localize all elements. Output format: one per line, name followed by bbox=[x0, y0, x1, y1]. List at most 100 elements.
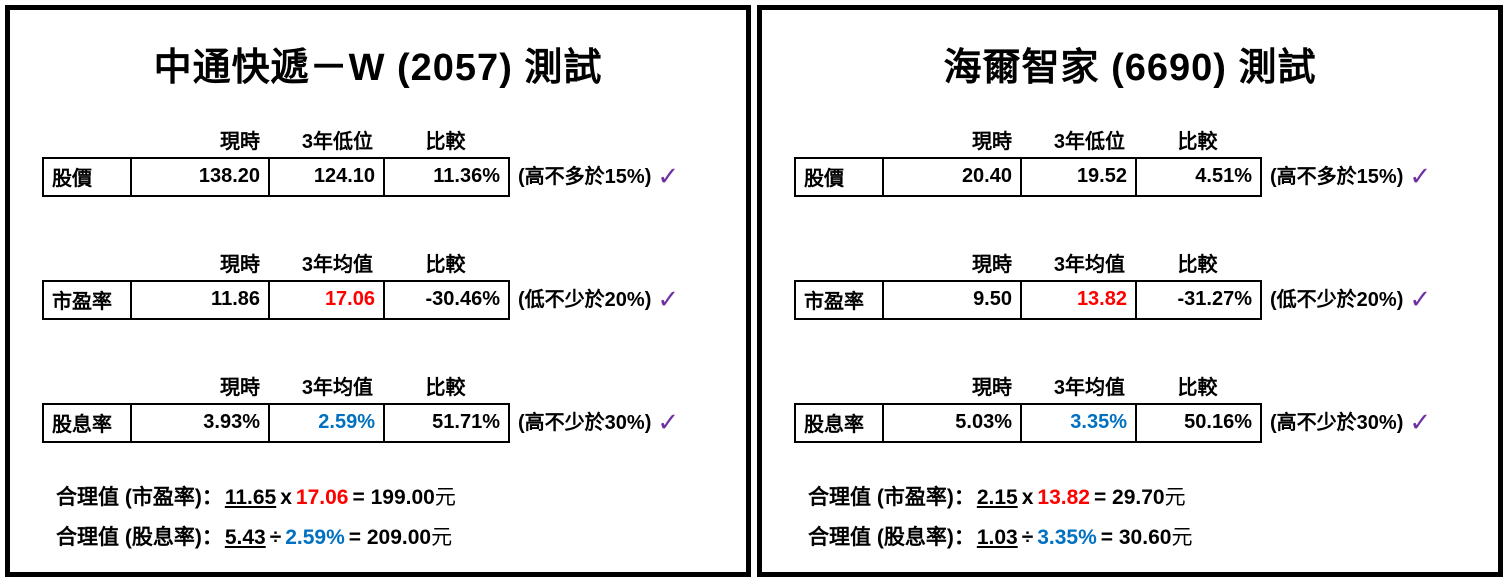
metric-table-block: 現時 3年低位 比較 股價 20.40 19.52 4.51% bbox=[794, 126, 1262, 197]
row-label: 股息率 bbox=[794, 402, 884, 443]
fair-value-label: 合理值 (市盈率)： bbox=[56, 485, 223, 509]
col-header-current: 現時 bbox=[220, 253, 260, 276]
value-compare: 4.51% bbox=[1135, 156, 1262, 197]
metric-table-block: 現時 3年均值 比較 市盈率 11.86 17.06 -30.46% bbox=[42, 249, 510, 320]
fair-value-label: 合理值 (股息率)： bbox=[808, 525, 975, 549]
metrics-table: 股價 20.40 19.52 4.51% bbox=[794, 156, 1262, 197]
criteria-note: (高不少於30%) bbox=[1270, 411, 1404, 434]
fair-value-unit: 元 bbox=[1164, 485, 1186, 509]
checkmark-icon: ✓ bbox=[657, 406, 680, 437]
value-3yr: 17.06 bbox=[268, 279, 385, 320]
fair-value-operand1: 2.15 bbox=[976, 485, 1018, 509]
metrics-table: 股息率 3.93% 2.59% 51.71% bbox=[42, 402, 510, 443]
fair-value-operand1: 5.43 bbox=[224, 525, 266, 549]
column-headers: 現時 3年均值 比較 bbox=[42, 372, 510, 400]
col-header-compare: 比較 bbox=[425, 376, 466, 399]
value-current: 5.03% bbox=[882, 402, 1022, 443]
table-row: 市盈率 11.86 17.06 -30.46% bbox=[42, 279, 510, 320]
column-headers: 現時 3年均值 比較 bbox=[794, 372, 1262, 400]
table-row: 市盈率 9.50 13.82 -31.27% bbox=[794, 279, 1262, 320]
metrics-table: 市盈率 11.86 17.06 -30.46% bbox=[42, 279, 510, 320]
value-current: 138.20 bbox=[130, 156, 270, 197]
fair-value-operator: ÷ bbox=[269, 525, 282, 549]
value-3yr: 3.35% bbox=[1020, 402, 1137, 443]
table-row: 股價 138.20 124.10 11.36% bbox=[42, 156, 510, 197]
metric-section-pe: 現時 3年均值 比較 市盈率 11.86 17.06 -30.46% (低不少於… bbox=[10, 249, 746, 320]
metrics-table: 股息率 5.03% 3.35% 50.16% bbox=[794, 402, 1262, 443]
metric-table-block: 現時 3年均值 比較 股息率 3.93% 2.59% 51.71% bbox=[42, 372, 510, 443]
metric-section-yield: 現時 3年均值 比較 股息率 5.03% 3.35% 50.16% (高不少於3… bbox=[762, 372, 1498, 443]
table-row: 股價 20.40 19.52 4.51% bbox=[794, 156, 1262, 197]
fair-value-result: = 30.60 bbox=[1100, 525, 1172, 549]
metrics-table: 股價 138.20 124.10 11.36% bbox=[42, 156, 510, 197]
value-compare: 11.36% bbox=[383, 156, 510, 197]
fair-value-label: 合理值 (市盈率)： bbox=[808, 485, 975, 509]
fair-value-operator: x bbox=[280, 485, 292, 509]
fair-value-operand2: 17.06 bbox=[295, 485, 349, 509]
col-header-3yr: 3年均值 bbox=[301, 376, 373, 399]
value-3yr: 2.59% bbox=[268, 402, 385, 443]
fair-value-operand2: 13.82 bbox=[1037, 485, 1090, 509]
metric-section-price: 現時 3年低位 比較 股價 20.40 19.52 4.51% (高不多於15%… bbox=[762, 126, 1498, 197]
col-header-compare: 比較 bbox=[1177, 253, 1218, 276]
value-compare: 51.71% bbox=[383, 402, 510, 443]
metric-table-block: 現時 3年均值 比較 股息率 5.03% 3.35% 50.16% bbox=[794, 372, 1262, 443]
col-header-compare: 比較 bbox=[425, 253, 466, 276]
col-header-3yr: 3年均值 bbox=[1053, 253, 1125, 276]
panel-title: 中通快遞－W (2057) 測試 bbox=[153, 47, 603, 89]
value-compare: -30.46% bbox=[383, 279, 510, 320]
checkmark-icon: ✓ bbox=[657, 160, 680, 191]
col-header-current: 現時 bbox=[220, 376, 260, 399]
column-headers: 現時 3年均值 比較 bbox=[794, 249, 1262, 277]
row-label: 市盈率 bbox=[42, 279, 132, 320]
column-headers: 現時 3年均值 比較 bbox=[42, 249, 510, 277]
fair-value-unit: 元 bbox=[431, 525, 453, 549]
col-header-current: 現時 bbox=[220, 130, 260, 153]
fair-value-operator: x bbox=[1021, 485, 1034, 509]
metric-table-block: 現時 3年低位 比較 股價 138.20 124.10 11.36% bbox=[42, 126, 510, 197]
fair-value-operator: ÷ bbox=[1021, 525, 1034, 549]
fair-value-line-pe: 合理值 (市盈率)：2.15 x 13.82 = 29.70元 bbox=[762, 481, 1498, 511]
col-header-current: 現時 bbox=[972, 253, 1012, 276]
metric-section-price: 現時 3年低位 比較 股價 138.20 124.10 11.36% (高不多於… bbox=[10, 126, 746, 197]
fair-value-unit: 元 bbox=[1171, 525, 1193, 549]
fair-value-operand2: 3.35% bbox=[1037, 525, 1097, 549]
table-row: 股息率 5.03% 3.35% 50.16% bbox=[794, 402, 1262, 443]
metric-section-pe: 現時 3年均值 比較 市盈率 9.50 13.82 -31.27% (低不少於2… bbox=[762, 249, 1498, 320]
criteria-note: (低不少於20%) bbox=[1270, 288, 1404, 311]
col-header-3yr: 3年低位 bbox=[1053, 130, 1125, 153]
value-compare: 50.16% bbox=[1135, 402, 1262, 443]
metric-section-yield: 現時 3年均值 比較 股息率 3.93% 2.59% 51.71% (高不少於3… bbox=[10, 372, 746, 443]
value-3yr: 124.10 bbox=[268, 156, 385, 197]
metrics-table: 市盈率 9.50 13.82 -31.27% bbox=[794, 279, 1262, 320]
criteria-note: (高不少於30%) bbox=[518, 411, 652, 434]
fair-value-line-yield: 合理值 (股息率)：5.43 ÷ 2.59% = 209.00元 bbox=[10, 521, 746, 551]
criteria-note: (低不少於20%) bbox=[518, 288, 652, 311]
column-headers: 現時 3年低位 比較 bbox=[794, 126, 1262, 154]
value-compare: -31.27% bbox=[1135, 279, 1262, 320]
column-headers: 現時 3年低位 比較 bbox=[42, 126, 510, 154]
value-current: 9.50 bbox=[882, 279, 1022, 320]
row-label: 股息率 bbox=[42, 402, 132, 443]
value-3yr: 13.82 bbox=[1020, 279, 1137, 320]
checkmark-icon: ✓ bbox=[1409, 283, 1432, 314]
col-header-current: 現時 bbox=[972, 130, 1012, 153]
fair-value-operand1: 1.03 bbox=[976, 525, 1018, 549]
fair-value-operand2: 2.59% bbox=[285, 525, 345, 549]
fair-value-result: = 199.00 bbox=[352, 485, 435, 509]
checkmark-icon: ✓ bbox=[1409, 406, 1432, 437]
col-header-3yr: 3年低位 bbox=[301, 130, 373, 153]
fair-value-operand1: 11.65 bbox=[224, 485, 277, 509]
col-header-compare: 比較 bbox=[425, 130, 466, 153]
stock-panel-zto-2057: 中通快遞－W (2057) 測試 現時 3年低位 比較 股價 138.20 12… bbox=[5, 5, 751, 577]
checkmark-icon: ✓ bbox=[657, 283, 680, 314]
criteria-note: (高不多於15%) bbox=[1270, 165, 1404, 188]
panel-title: 海爾智家 (6690) 測試 bbox=[943, 47, 1317, 89]
stock-panel-haier-6690: 海爾智家 (6690) 測試 現時 3年低位 比較 股價 20.40 19.52… bbox=[757, 5, 1503, 577]
fair-value-result: = 29.70 bbox=[1093, 485, 1165, 509]
table-row: 股息率 3.93% 2.59% 51.71% bbox=[42, 402, 510, 443]
checkmark-icon: ✓ bbox=[1409, 160, 1432, 191]
fair-value-result: = 209.00 bbox=[348, 525, 432, 549]
value-current: 20.40 bbox=[882, 156, 1022, 197]
